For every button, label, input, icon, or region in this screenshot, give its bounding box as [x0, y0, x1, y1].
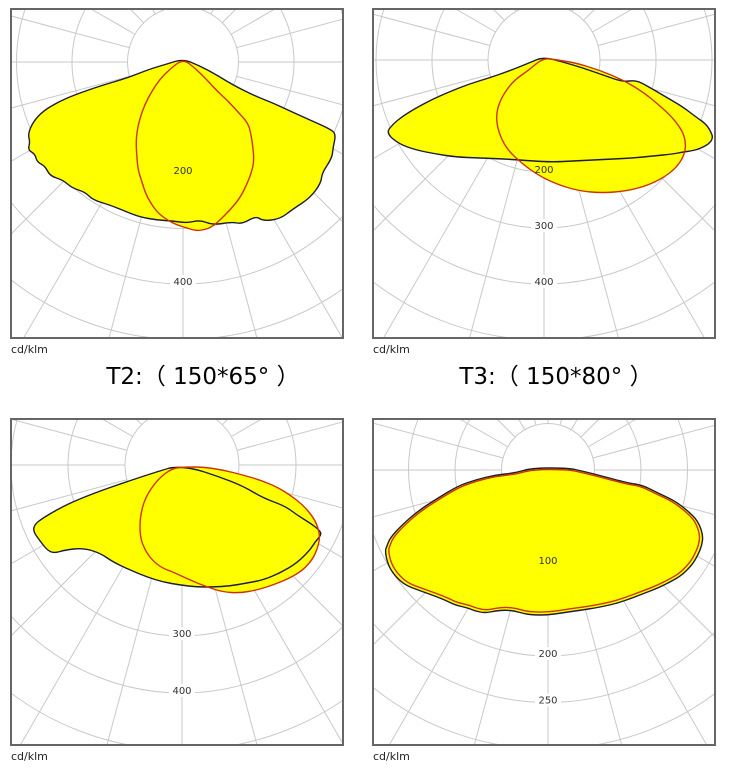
- grid-ray: [583, 10, 595, 21]
- grid-ray: [20, 514, 154, 744]
- grid-ray: [12, 479, 128, 512]
- grid-ray: [91, 10, 136, 35]
- unit-label: cd/klm: [373, 750, 410, 763]
- grid-ray: [374, 422, 504, 459]
- beam-outline-c0: [384, 467, 704, 616]
- grid-ray: [12, 420, 128, 451]
- grid-ray: [597, 13, 714, 46]
- beam-outline-c0: [33, 466, 322, 588]
- polar-chart-box-1: 200 400: [10, 8, 344, 339]
- grid-ray: [559, 514, 622, 744]
- grid-ray: [571, 108, 705, 337]
- grid-ray: [106, 519, 168, 744]
- beam-outline-c0: [28, 59, 336, 225]
- beam-fill: [140, 467, 320, 593]
- grid-ray: [469, 113, 530, 337]
- grid-ray: [12, 75, 130, 109]
- polar-chart-box-4: 100 200 250: [372, 418, 716, 746]
- grid-ray: [592, 425, 714, 459]
- caption-t3: T3:（ 150*80° ）: [459, 364, 653, 390]
- ring-label-backing: [531, 275, 557, 288]
- grid-ray: [236, 75, 342, 106]
- grid-ray: [592, 10, 632, 33]
- grid-ray: [130, 10, 145, 24]
- unit-label: cd/klm: [373, 343, 410, 356]
- beam-outline-c90: [139, 466, 321, 594]
- grid-ray: [221, 420, 228, 426]
- grid-ray: [210, 10, 214, 15]
- beam-outline-c90: [388, 468, 701, 613]
- grid-ray: [592, 481, 714, 515]
- ring-label: 250: [538, 696, 557, 707]
- grid-ray: [558, 113, 619, 337]
- ring-label: 300: [172, 629, 191, 640]
- beam-outline-c90: [496, 58, 687, 194]
- grid-ray: [518, 420, 526, 430]
- grid-ray: [236, 421, 342, 451]
- ring-label-backing: [169, 627, 195, 640]
- grid-ray: [493, 10, 505, 21]
- grid-ray: [534, 420, 537, 426]
- grid-ray: [374, 74, 491, 107]
- ring-label-backing: [535, 647, 561, 660]
- ring-label: 400: [534, 277, 553, 288]
- grid-ray: [374, 13, 491, 46]
- grid-ray: [597, 74, 714, 107]
- beam-outline-c0: [387, 57, 714, 163]
- polar-chart-cell-1: 200 400 cd/klm: [10, 8, 344, 356]
- polar-chart-canvas-1: 200 400: [12, 10, 342, 337]
- grid-ray: [236, 479, 342, 509]
- grid-ray: [559, 420, 562, 426]
- unit-label: cd/klm: [11, 343, 48, 356]
- ring-label: 200: [538, 649, 557, 660]
- ring-label-backing: [531, 219, 557, 232]
- polar-grid-group: 200 400: [12, 10, 342, 337]
- grid-ray: [383, 108, 517, 337]
- beam-fill: [388, 469, 700, 613]
- ring-label-backing: [169, 684, 195, 697]
- ring-label: 400: [173, 277, 192, 288]
- ring-label-backing: [535, 693, 561, 707]
- polar-grid-group: 300 400: [12, 420, 342, 744]
- caption-t2: T2:（ 150*65° ）: [106, 364, 300, 390]
- grid-ray: [374, 99, 505, 231]
- polar-grid-group: 100 200 250: [374, 420, 714, 744]
- polar-grid-group: 200 300 400: [374, 10, 714, 337]
- polar-chart-box-2: 200 300 400: [372, 8, 716, 339]
- unit-label: cd/klm: [11, 750, 48, 763]
- polar-chart-canvas-3: 300 400: [12, 420, 342, 744]
- grid-ray: [580, 420, 599, 438]
- grid-ray: [210, 514, 342, 744]
- grid-ray: [374, 481, 504, 518]
- polar-chart-canvas-2: 200 300 400: [374, 10, 714, 337]
- ring-label: 200: [173, 166, 192, 177]
- polar-chart-cell-3: 300 400 cd/klm: [10, 418, 344, 763]
- ring-label: 400: [172, 686, 191, 697]
- ring-label: 300: [534, 221, 553, 232]
- ring-label: 100: [538, 556, 557, 567]
- polar-chart-cell-4: 100 200 250 cd/klm: [372, 418, 716, 763]
- polar-chart-box-3: 300 400: [10, 418, 344, 746]
- grid-ray: [236, 18, 342, 49]
- beam-fill: [136, 61, 254, 231]
- polar-chart-cell-2: 200 300 400 cd/klm: [372, 8, 716, 356]
- grid-ray: [12, 15, 130, 49]
- beam-outline-c90: [135, 60, 255, 232]
- ring-label-backing: [170, 275, 196, 288]
- grid-ray: [12, 504, 143, 636]
- ring-label: 200: [534, 165, 553, 176]
- beam-fill: [496, 58, 686, 193]
- grid-ray: [456, 10, 496, 33]
- grid-ray: [231, 420, 261, 437]
- grid-ray: [196, 519, 258, 744]
- polar-chart-canvas-4: 100 200 250: [374, 420, 714, 744]
- grid-ray: [460, 420, 508, 448]
